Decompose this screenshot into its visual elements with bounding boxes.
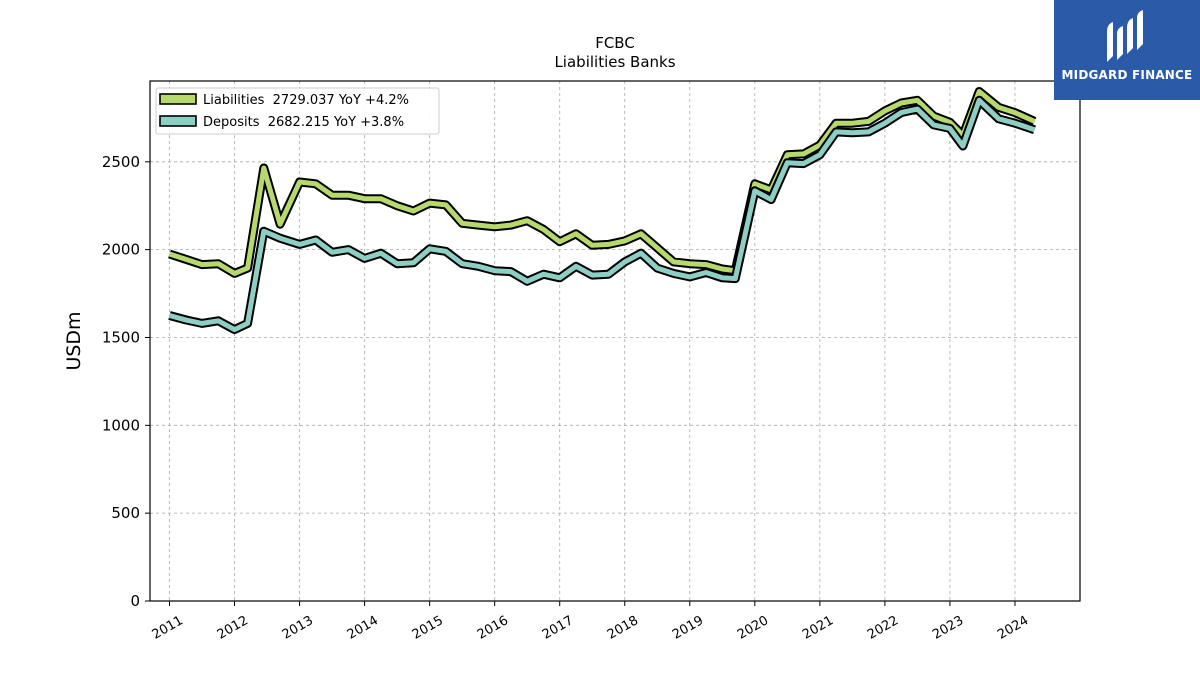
plot-frame: [149, 80, 1081, 602]
legend-box: [155, 87, 440, 135]
series-line-liabilities: [168, 89, 1036, 276]
x-tick-label: 2012: [215, 613, 251, 643]
chart-subtitle: Liabilities Banks: [554, 53, 675, 71]
x-tick-label: 2023: [930, 613, 966, 643]
midgard-logo-icon: [1107, 10, 1143, 62]
y-tick-label: 1000: [102, 416, 140, 434]
x-tick-label: 2021: [800, 613, 836, 643]
chart-title: FCBC: [595, 34, 635, 52]
x-tick-label: 2022: [865, 613, 901, 643]
y-tick-label: 0: [130, 592, 140, 610]
x-tick-label: 2015: [410, 613, 446, 643]
x-tick-label: 2020: [735, 613, 771, 643]
series-line-deposits: [168, 97, 1036, 333]
legend: Liabilities 2729.037 YoY +4.2% Deposits …: [155, 87, 440, 135]
y-tick-label: 2500: [102, 153, 140, 171]
x-tick-label: 2019: [670, 613, 706, 643]
grid: [150, 81, 1080, 601]
x-tick-label: 2013: [280, 613, 316, 643]
y-axis-label: USDm: [63, 311, 85, 370]
axes: 0 500 1000 1500 2000 2500 2011 2012 2013 2014 2015…: [102, 153, 1031, 643]
x-tick-label: 2011: [150, 613, 186, 643]
brand-logo: MIDGARD FINANCE: [1054, 0, 1200, 100]
x-tick-label: 2014: [345, 613, 381, 643]
brand-name: MIDGARD FINANCE: [1061, 68, 1193, 82]
series-lines: [168, 87, 1037, 335]
y-tick-label: 500: [111, 504, 140, 522]
y-tick-label: 2000: [102, 241, 140, 259]
x-tick-label: 2017: [540, 613, 576, 643]
legend-swatch-liabilities: [159, 93, 197, 105]
y-tick-label: 1500: [102, 328, 140, 346]
x-tick-label: 2016: [475, 613, 511, 643]
legend-label-deposits: Deposits 2682.215 YoY +3.8%: [203, 115, 404, 130]
legend-swatch-deposits: [159, 115, 197, 127]
x-tick-label: 2024: [995, 613, 1031, 643]
x-tick-label: 2018: [605, 613, 641, 643]
legend-label-liabilities: Liabilities 2729.037 YoY +4.2%: [203, 93, 409, 108]
